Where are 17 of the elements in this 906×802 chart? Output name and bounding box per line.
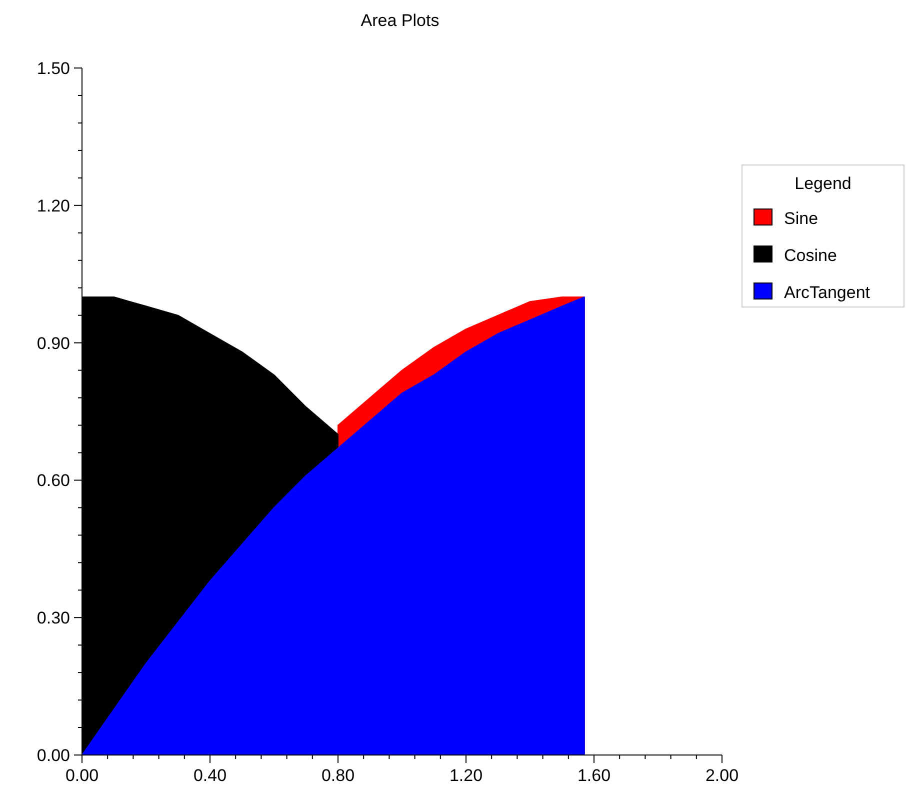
y-tick-label: 1.20 [36, 196, 70, 216]
legend-label: Cosine [784, 246, 837, 265]
x-tick-label: 0.80 [321, 766, 355, 785]
y-tick-label: 0.90 [36, 334, 70, 353]
y-tick-label: 0.30 [36, 608, 70, 628]
legend-label: Sine [784, 209, 818, 228]
chart-title: Area Plots [360, 11, 440, 30]
x-tick-label: 1.20 [449, 766, 483, 785]
legend-title: Legend [794, 174, 852, 193]
y-tick-label: 0.00 [36, 746, 70, 765]
x-tick-label: 0.00 [65, 766, 99, 785]
x-tick-label: 1.60 [577, 766, 611, 785]
x-tick-label: 2.00 [705, 766, 739, 785]
legend-label: ArcTangent [784, 283, 870, 302]
y-tick-label: 1.50 [36, 59, 70, 78]
x-tick-label: 0.40 [193, 766, 227, 785]
y-tick-label: 0.60 [36, 471, 70, 490]
